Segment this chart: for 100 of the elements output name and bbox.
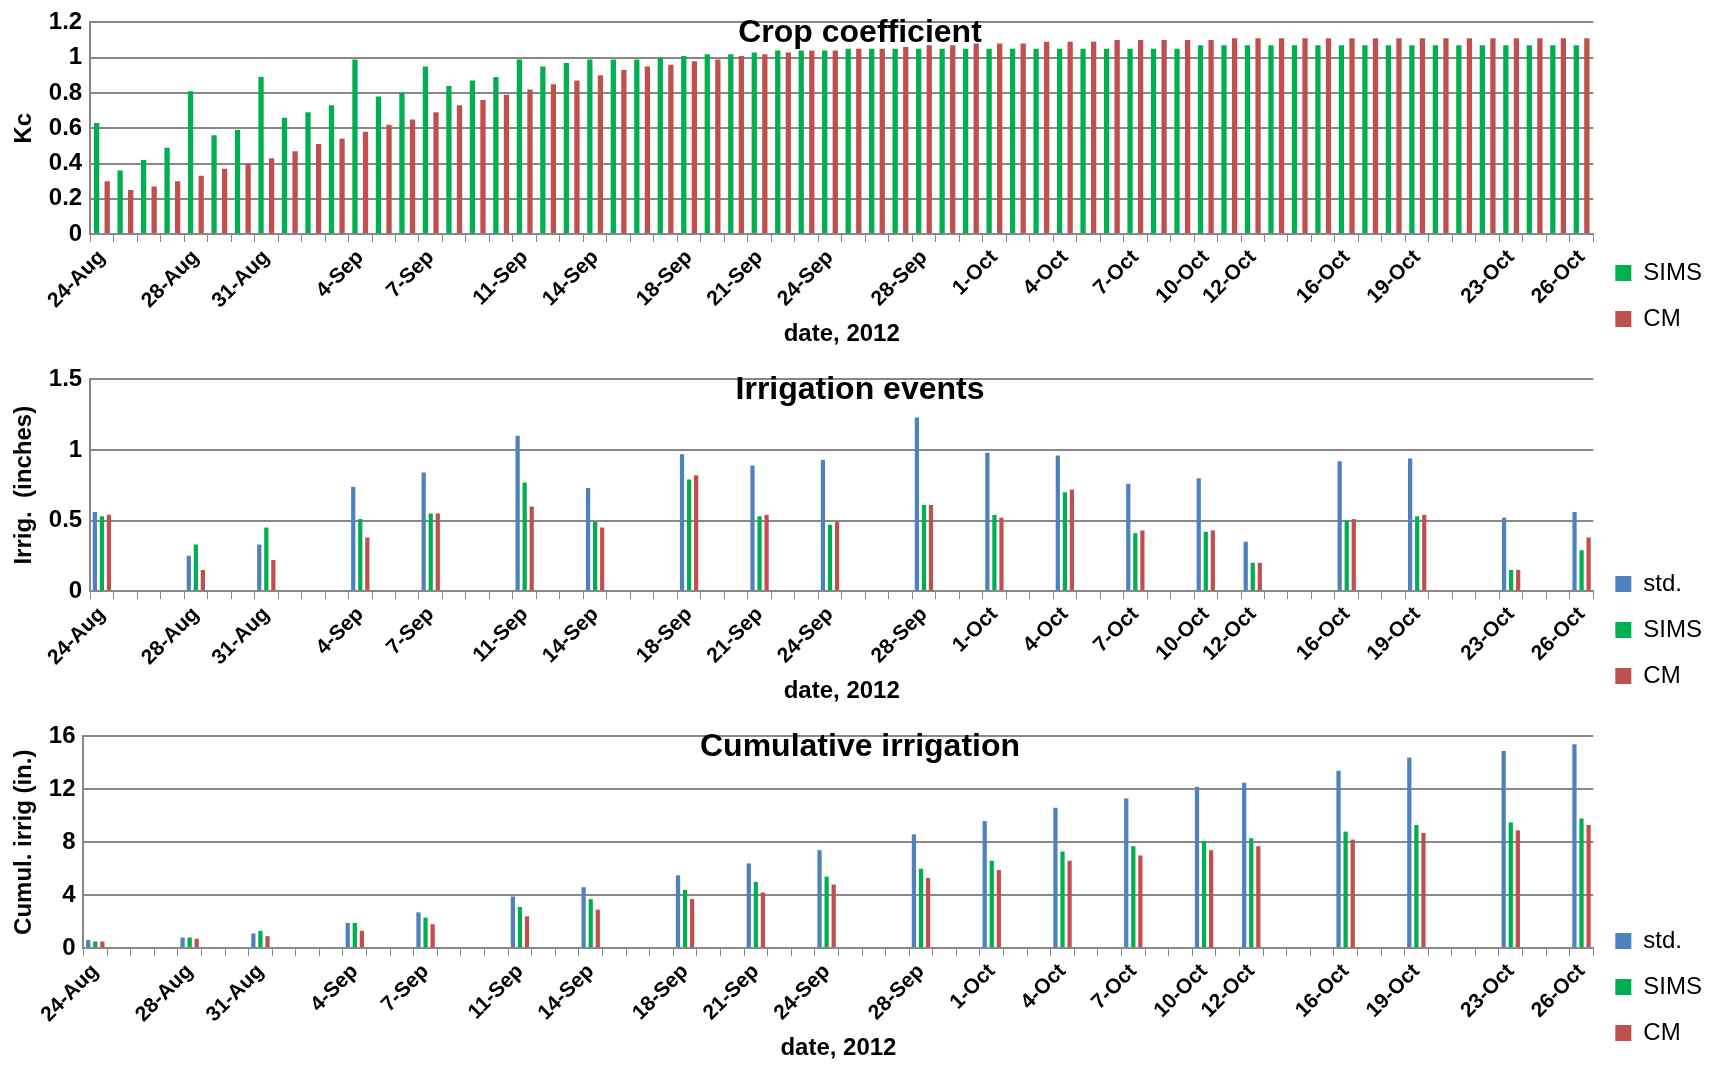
bar	[757, 516, 762, 591]
bar	[268, 158, 275, 234]
bar	[517, 907, 523, 948]
bar	[345, 922, 350, 948]
bar	[845, 48, 851, 234]
bar	[328, 105, 335, 234]
bar	[563, 62, 569, 234]
y-tick-label: 0.2	[48, 183, 83, 211]
bar	[251, 933, 256, 948]
bar	[352, 922, 357, 948]
bar	[892, 48, 898, 234]
bar	[257, 544, 262, 591]
bar	[527, 89, 533, 234]
bar	[515, 435, 520, 591]
bar	[1501, 750, 1506, 948]
bar	[1231, 38, 1238, 234]
bar	[798, 50, 804, 234]
bar	[1055, 455, 1060, 591]
bar	[265, 936, 270, 948]
bar	[986, 48, 992, 234]
bar	[271, 560, 276, 591]
bar	[433, 112, 439, 234]
bar	[1256, 846, 1261, 948]
bar	[634, 59, 640, 234]
bar	[1067, 860, 1072, 948]
bar	[359, 930, 364, 948]
bar	[1131, 846, 1136, 948]
bar	[989, 860, 994, 948]
bar	[315, 144, 322, 234]
bar	[1210, 530, 1215, 591]
bar	[358, 519, 363, 591]
bar	[644, 66, 651, 234]
bar	[1137, 40, 1144, 234]
bar	[753, 881, 758, 948]
bar	[1138, 855, 1143, 948]
bar	[764, 514, 769, 591]
bar	[1573, 45, 1579, 234]
bar	[869, 48, 875, 234]
bar	[817, 850, 822, 948]
bar	[435, 513, 440, 591]
bar	[1515, 830, 1520, 948]
legend-label: std.	[1643, 568, 1683, 596]
bar	[1133, 533, 1138, 591]
bar	[93, 941, 98, 948]
bar	[738, 55, 744, 234]
bar	[1080, 48, 1086, 234]
bar	[1336, 770, 1341, 948]
bar	[827, 524, 833, 591]
bar	[305, 112, 311, 234]
bar	[540, 66, 546, 234]
bar	[1325, 38, 1332, 234]
bar	[1053, 807, 1058, 948]
bar	[422, 66, 429, 234]
bar	[668, 64, 674, 234]
bar	[1344, 520, 1349, 591]
y-tick-label: 1	[68, 42, 83, 70]
legend-label: std.	[1643, 925, 1683, 953]
bar	[822, 50, 828, 234]
bar	[428, 513, 433, 591]
bar	[610, 59, 616, 234]
bar	[1126, 483, 1131, 591]
bar	[903, 47, 909, 234]
bar	[681, 55, 687, 234]
bar	[339, 138, 345, 234]
bar	[258, 930, 263, 948]
chart-title: Crop coefficient	[738, 13, 983, 50]
bar	[423, 917, 428, 948]
bar	[916, 48, 922, 234]
bar	[1526, 45, 1532, 234]
bar	[1244, 45, 1251, 234]
bar	[1208, 40, 1214, 234]
bar	[1114, 40, 1120, 234]
bar	[1479, 45, 1485, 234]
bar	[973, 43, 979, 234]
legend-label: SIMS	[1643, 257, 1703, 285]
bar	[809, 50, 815, 234]
bar	[1349, 38, 1355, 234]
bar	[1209, 850, 1214, 948]
legend-label: SIMS	[1643, 971, 1703, 999]
bar	[925, 877, 931, 948]
bar	[879, 48, 885, 234]
bar	[100, 941, 105, 948]
bar	[950, 45, 956, 234]
y-tick-label: 12	[48, 773, 76, 801]
bar	[1250, 562, 1255, 591]
bar	[258, 77, 264, 234]
bar	[1033, 48, 1039, 234]
bar	[386, 124, 392, 234]
bar	[1407, 757, 1412, 948]
bar	[1020, 43, 1026, 234]
bar	[529, 506, 534, 591]
bar	[1203, 531, 1208, 591]
bar	[1140, 530, 1145, 591]
bar	[198, 175, 204, 234]
bar	[999, 517, 1004, 591]
bar	[1196, 478, 1201, 591]
bar	[1201, 840, 1207, 948]
bar	[1243, 541, 1248, 591]
bar	[1490, 38, 1496, 234]
bar	[1242, 782, 1247, 948]
